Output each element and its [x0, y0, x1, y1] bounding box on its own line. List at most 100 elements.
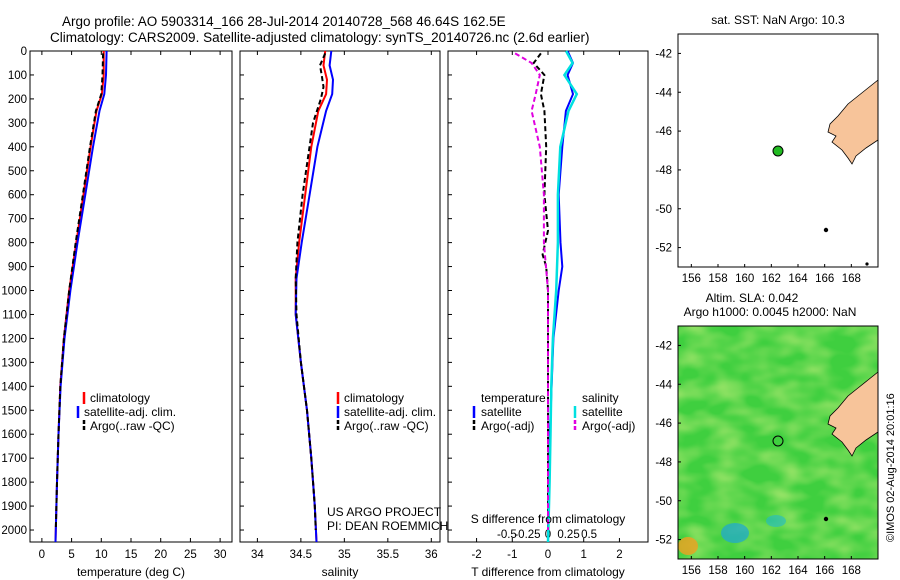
- temp-panel-frame: [29, 50, 233, 543]
- map-lat-label: -48: [655, 165, 672, 177]
- depth-tick-label: 1800: [1, 477, 27, 489]
- x-tick-label: 25: [184, 549, 197, 561]
- map-top-title: sat. SST: NaN Argo: 10.3: [711, 13, 845, 27]
- depth-tick-label: 800: [8, 238, 27, 250]
- depth-tick-label: 400: [8, 142, 27, 154]
- x-tick-label: 30: [214, 549, 227, 561]
- map-lon-label: 168: [842, 273, 861, 285]
- map-lat-label: -46: [655, 126, 672, 138]
- diff-toplabel: S difference from climatology: [471, 512, 626, 526]
- sal-series-satellite: [294, 50, 335, 543]
- map-lat-label: -42: [655, 48, 672, 60]
- map-top-frame: [677, 33, 879, 268]
- map-bottom-title2: Argo h1000: 0.0045 h2000: NaN: [684, 305, 857, 319]
- sal-legend-label-argo: Argo(..raw -QC): [344, 419, 429, 433]
- depth-tick-label: 700: [8, 214, 27, 226]
- map-bottom-island: [823, 516, 829, 522]
- map-top-argo-marker: [772, 145, 784, 157]
- x-tick-label: 0: [39, 549, 45, 561]
- diff-xlabel: T difference from climatology: [471, 565, 625, 579]
- temp-x-axis: 0 5 10 15 20 25 30: [39, 51, 227, 561]
- x-tick-label: 20: [154, 549, 167, 561]
- depth-tick-label: 100: [8, 70, 27, 82]
- depth-tick-label: 600: [8, 190, 27, 202]
- map-lon-label: 156: [682, 565, 701, 577]
- diff-legend-temp-title: temperature: [481, 391, 546, 405]
- sal-legend-label-satellite: satellite-adj. clim.: [344, 405, 436, 419]
- map-top-island-2: [865, 262, 869, 266]
- map-lon-label: 166: [815, 565, 834, 577]
- map-lon-label: 164: [788, 273, 808, 285]
- diff-label-temp-argo: Argo(-adj): [481, 419, 534, 433]
- map-lon-label: 162: [762, 565, 781, 577]
- salinity-x-axis: 34 34.5 35 35.5 36: [251, 51, 438, 561]
- diff-legend: temperature salinity satellite Argo(-adj…: [472, 391, 635, 433]
- sal-legend-label-climatology: climatology: [344, 391, 404, 405]
- map-lat-label: -44: [655, 87, 672, 99]
- x-tick-label: 1: [581, 549, 587, 561]
- diff-series-temp-satellite: [547, 50, 575, 543]
- map-lat-label: -42: [655, 340, 672, 352]
- diff-legend-sal-title: salinity: [582, 391, 619, 405]
- x-tick-label: 34.5: [290, 549, 312, 561]
- salinity-series-group: [294, 50, 335, 543]
- diff-series-sal-argo: [514, 52, 549, 530]
- depth-tick-label: 1500: [1, 405, 27, 417]
- depth-tick-label: 1700: [1, 453, 27, 465]
- map-top-island: [823, 227, 829, 233]
- depth-tick-label: 1400: [1, 381, 27, 393]
- map-top: [678, 34, 878, 267]
- header-line2: Climatology: CARS2009. Satellite-adjuste…: [50, 30, 590, 45]
- diff-label-sal-sat: satellite: [582, 405, 623, 419]
- x-tick-label: 36: [425, 549, 438, 561]
- x-tick-label: 0: [545, 549, 551, 561]
- temp-xlabel: temperature (deg C): [77, 565, 185, 579]
- temp-series-group: [54, 50, 108, 543]
- imos-side-label: ©IMOS 02-Aug-2014 20:01:16: [885, 393, 897, 542]
- diff-series-temp-argo: [532, 52, 550, 530]
- legend-label-satellite: satellite-adj. clim.: [84, 405, 176, 419]
- map-lon-label: 156: [682, 273, 701, 285]
- depth-tick-label: 0: [21, 46, 27, 58]
- map-top-axes: -42 -44 -46 -48 -50 -52 156 158 160 162 164 166 168: [655, 48, 861, 285]
- map-lat-label: -50: [655, 204, 672, 216]
- diff-label-temp-sat: satellite: [481, 405, 522, 419]
- depth-tick-label: 1200: [1, 333, 27, 345]
- map-lon-label: 162: [762, 273, 781, 285]
- sal-series-argo: [294, 53, 327, 531]
- map-lon-label: 166: [815, 273, 834, 285]
- map-lon-label: 164: [788, 565, 808, 577]
- map-bottom-land: [827, 371, 878, 457]
- legend-label-climatology: climatology: [90, 391, 150, 405]
- map-lat-label: -46: [655, 418, 672, 430]
- depth-tick-label: 1000: [1, 286, 27, 298]
- pi-label: PI: DEAN ROEMMICH: [327, 519, 448, 533]
- sal-xlabel: salinity: [322, 565, 359, 579]
- map-lon-label: 158: [708, 565, 727, 577]
- x-tick-label: 10: [95, 549, 108, 561]
- map-lat-label: -52: [655, 535, 672, 547]
- map-bottom-sla-low-2: [766, 515, 786, 527]
- project-label: US ARGO PROJECT: [327, 505, 442, 519]
- diff-series-sal-satellite: [546, 50, 579, 543]
- temp-series-argo: [54, 53, 105, 531]
- map-bottom-argo-marker: [772, 435, 784, 447]
- x-tick-label: -2: [471, 549, 481, 561]
- diff-label-sal-argo: Argo(-adj): [582, 419, 635, 433]
- x-tick-label: -1: [507, 549, 517, 561]
- temp-series-satellite: [54, 50, 108, 543]
- sal-panel-frame: [239, 50, 441, 543]
- depth-tick-label: 1100: [2, 309, 27, 321]
- depth-tick-label: 2000: [1, 525, 27, 537]
- map-lon-label: 168: [842, 565, 861, 577]
- s-tick-label: 0.25: [557, 529, 579, 541]
- x-tick-label: 34: [251, 549, 264, 561]
- map-bottom: [678, 326, 878, 559]
- map-lat-label: -48: [655, 457, 672, 469]
- depth-tick-label: 1300: [1, 357, 27, 369]
- x-tick-label: 5: [68, 549, 74, 561]
- map-bottom-axes: -42 -44 -46 -48 -50 -52 156 158 160 162 164 166 168: [655, 340, 861, 577]
- map-lat-label: -50: [655, 496, 672, 508]
- map-top-land: [827, 79, 878, 165]
